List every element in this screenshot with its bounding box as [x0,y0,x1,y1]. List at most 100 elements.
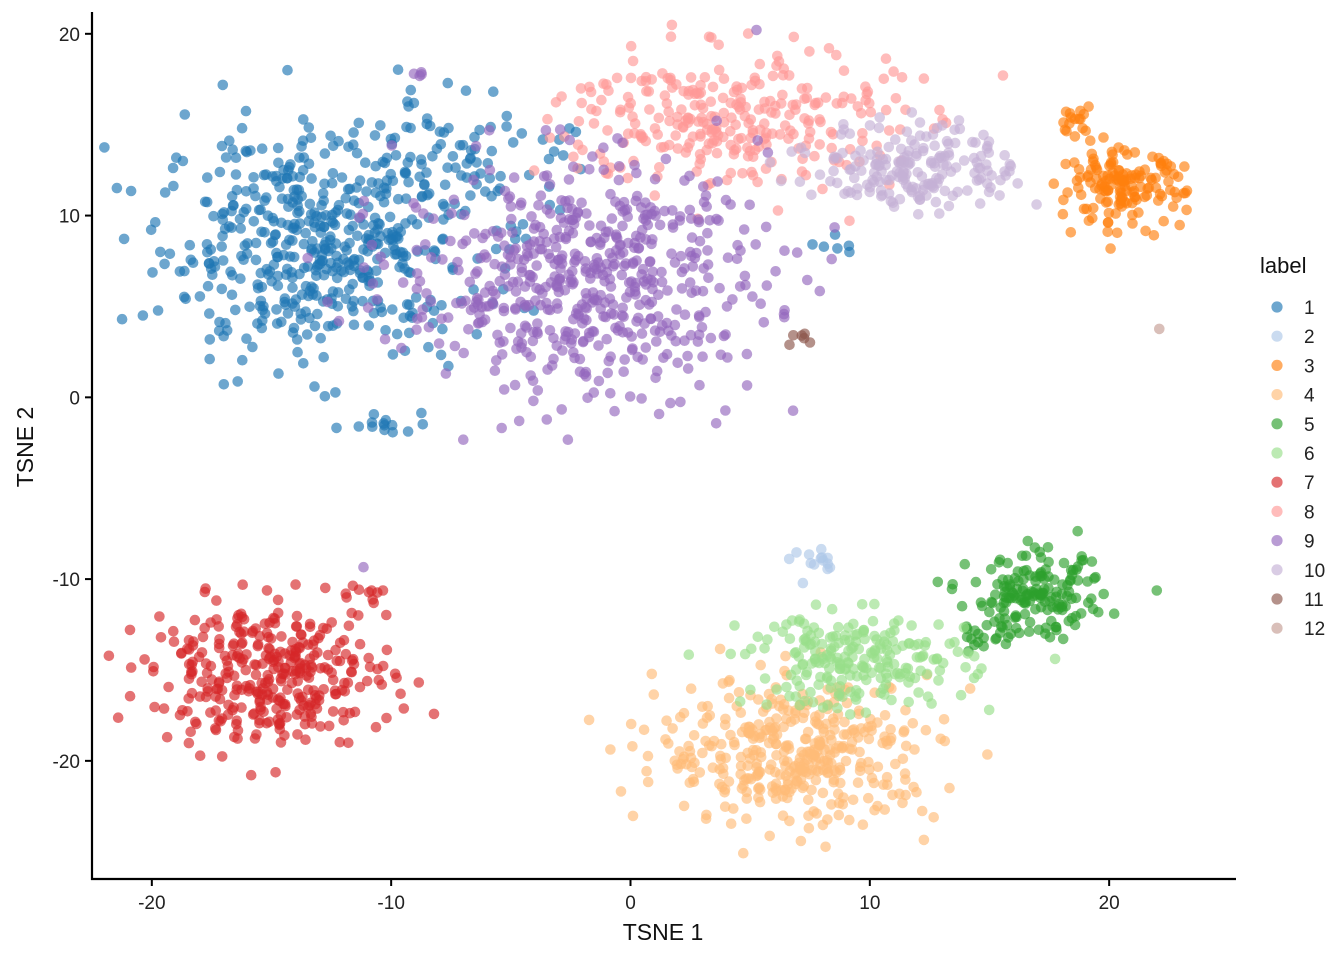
data-point [902,663,914,674]
data-point [336,172,348,183]
data-point [585,86,597,98]
data-point [1090,571,1101,583]
data-point [855,757,867,769]
data-point [1020,550,1032,562]
data-point [298,114,309,125]
data-point [605,744,616,755]
data-point [713,39,724,51]
data-point [918,834,930,846]
data-point [525,370,536,381]
data-point [717,762,729,774]
data-point [807,696,819,708]
data-point [179,109,191,120]
data-point [554,124,566,135]
data-point [855,145,866,156]
data-point [426,252,437,263]
data-point [488,86,499,97]
data-point [603,85,614,96]
data-point [458,434,469,446]
data-point [663,106,674,117]
data-point [952,646,964,658]
data-point [805,686,816,698]
data-point [210,724,222,736]
data-point [354,681,366,693]
data-point [783,743,795,754]
data-point [1139,191,1150,203]
data-point [449,340,461,352]
data-point [638,724,650,736]
data-point [248,183,259,194]
data-point [235,608,247,620]
data-point [398,312,410,324]
data-point [907,718,919,729]
data-point [823,43,835,54]
data-point [341,592,352,603]
data-point [621,204,633,215]
data-point [381,644,393,656]
data-point [428,213,439,224]
data-point [348,319,360,331]
data-point [839,716,850,728]
data-point [379,333,391,345]
data-point [239,240,251,251]
data-point [322,320,334,332]
data-point [1172,171,1184,183]
data-point [217,79,229,91]
data-point [180,293,191,305]
legend-key-4 [1271,389,1283,401]
data-point [322,649,334,661]
data-point [828,776,839,788]
data-point [864,120,876,131]
data-point [183,693,194,704]
x-tick-label: -20 [138,893,165,914]
data-point [933,173,945,185]
data-point [856,599,868,610]
data-point [755,298,766,310]
data-point [158,703,170,714]
data-point [888,66,899,77]
data-point [378,259,390,271]
data-point [820,92,832,103]
data-point [218,379,230,390]
data-point [802,274,813,286]
data-point [822,671,833,682]
data-point [531,326,543,338]
data-point [1108,608,1120,619]
data-point [602,367,613,379]
data-point [587,151,598,162]
data-point [505,322,516,334]
data-point [533,200,544,211]
data-point [780,650,791,662]
data-point [496,261,508,273]
data-point [612,133,623,144]
data-point [236,122,248,134]
data-point [727,294,738,305]
data-point [330,207,342,218]
data-point [421,288,432,299]
data-point [468,174,479,186]
data-point [822,700,833,711]
data-point [331,250,342,262]
data-point [916,171,928,182]
data-point [858,155,869,166]
data-point [926,156,937,167]
data-point [767,70,779,82]
data-point [450,162,461,173]
data-point [906,185,917,196]
data-point [954,123,966,135]
data-point [676,283,688,294]
data-point [147,267,158,278]
data-point [346,666,358,678]
data-point [386,419,398,431]
data-point [408,97,420,109]
data-point [1142,183,1153,194]
data-point [1093,606,1104,618]
data-point [168,180,179,192]
data-point [650,372,661,384]
data-point [298,262,310,274]
data-point [867,174,878,186]
data-point [683,649,695,660]
data-point [752,176,763,188]
data-point [788,128,799,140]
data-point [1116,174,1127,186]
